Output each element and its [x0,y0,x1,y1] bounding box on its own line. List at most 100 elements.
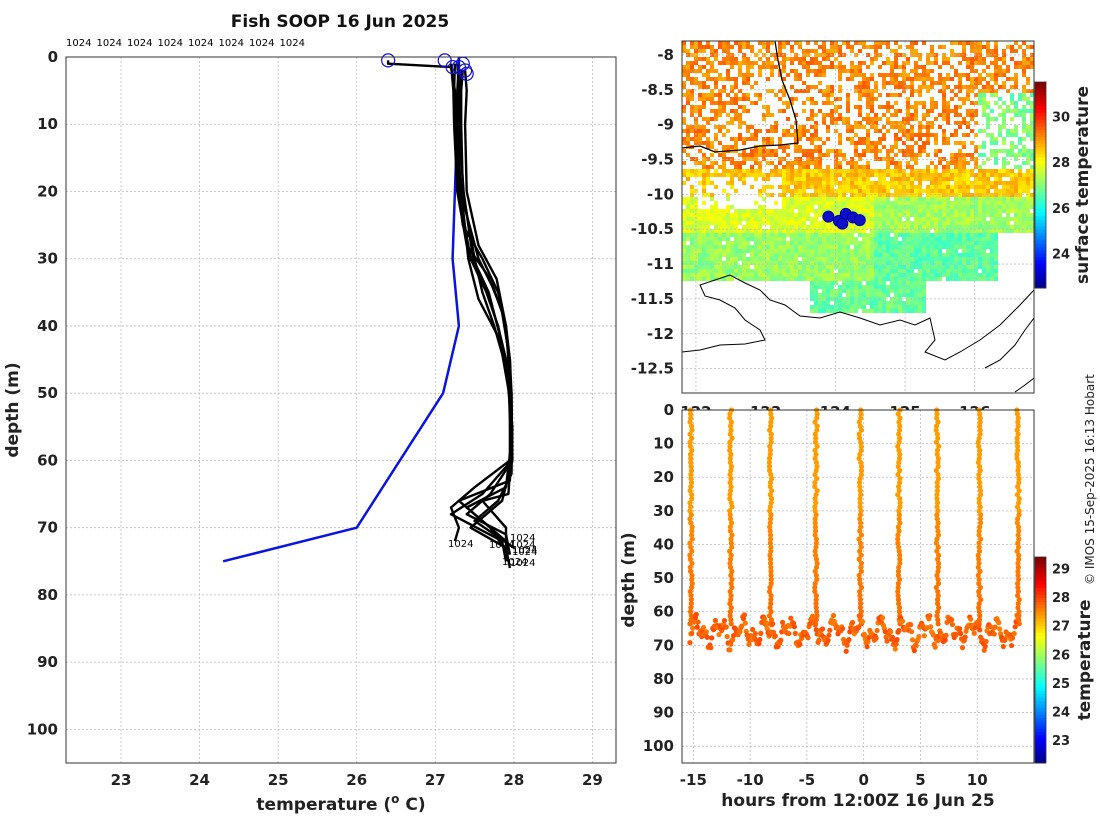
depth-time-point [825,637,831,643]
sst-cell [778,109,782,113]
sst-cell [802,181,806,185]
sst-cell [1022,189,1026,193]
sst-cell [974,201,978,205]
sst-cell [734,225,738,229]
sst-cell [982,93,986,97]
sst-cell [850,253,854,257]
sst-cell [790,69,794,73]
sst-cell [994,141,998,145]
depth-time-point [728,536,734,542]
sst-cell [1030,153,1034,157]
depth-time-point [935,617,941,623]
sst-cell [730,205,734,209]
sst-colorbar-segment [1035,106,1046,110]
sst-cell [890,161,894,165]
sst-cell [990,225,994,229]
sst-cell [970,257,974,261]
sst-cell [878,285,882,289]
sst-cell [942,205,946,209]
sst-cell [778,225,782,229]
sst-cell [826,253,830,257]
sst-cell [886,261,890,265]
sst-cell [870,237,874,241]
sst-cell [770,257,774,261]
depth-time-point [934,597,941,603]
sst-cell [782,193,786,197]
sst-cell [762,205,766,209]
sst-cell [818,177,822,181]
sst-cell [1022,213,1026,217]
sst-cell [790,277,794,281]
depth-time-point [896,528,902,534]
sst-cell [794,245,798,249]
depth-time-point [768,471,774,478]
sst-cell [918,125,922,129]
sst-cell [918,257,922,261]
sst-cell [910,197,914,201]
sst-cell [710,193,714,197]
sst-cell [894,49,898,53]
sst-cell [962,133,966,137]
sst-cell [898,173,902,177]
sst-cell [802,233,806,237]
sst-cell [986,253,990,257]
sst-cell [842,233,846,237]
sst-cell [746,97,750,101]
depth-time-x-tick: -5 [799,771,816,789]
depth-time-point [1015,544,1022,550]
sst-cell [858,201,862,205]
sst-cell [826,293,830,297]
sst-cell [902,277,906,281]
sst-cell [730,169,734,173]
sst-cell [982,173,986,177]
sst-cell [930,81,934,85]
sst-cell [750,209,754,213]
sst-cell [782,109,786,113]
sst-cell [822,309,826,313]
sst-cell [978,233,982,237]
sst-cell [822,241,826,245]
sst-cell [914,169,918,173]
sst-cell [750,257,754,261]
sst-cell [846,173,850,177]
sst-cell [794,261,798,265]
sst-cell [794,157,798,161]
sst-cell [794,253,798,257]
sst-cell [950,97,954,101]
depth-time-point [935,544,941,550]
sst-cell [706,269,710,273]
sst-cell [990,237,994,241]
sst-cell [930,61,934,65]
sst-colorbar-segment [1035,119,1046,124]
sst-cell [762,237,766,241]
sst-cell [994,77,998,81]
sst-cell [862,45,866,49]
sst-cell [838,269,842,273]
sst-cell [982,241,986,245]
depth-time-point [727,455,733,462]
sst-cell [966,217,970,221]
sst-cell [758,65,762,69]
profile-y-tick: 40 [37,317,58,335]
sst-cell [794,213,798,217]
sst-cell [758,97,762,101]
sst-cell [926,229,930,233]
sst-cell [798,57,802,61]
sst-cell [934,225,938,229]
sst-cell [766,57,770,61]
sst-cell [898,193,902,197]
sst-cell [862,241,866,245]
sst-cell [782,61,786,65]
sst-cell [702,97,706,101]
sst-cell [790,169,794,173]
sst-cell [874,301,878,305]
sst-cell [686,141,690,145]
sst-cell [978,153,982,157]
sst-cell [838,197,842,201]
sst-cell [858,189,862,193]
sst-cell [810,181,814,185]
sst-cell [702,65,706,69]
sst-cell [1018,113,1022,117]
sst-cell [718,61,722,65]
sst-cell [922,245,926,249]
